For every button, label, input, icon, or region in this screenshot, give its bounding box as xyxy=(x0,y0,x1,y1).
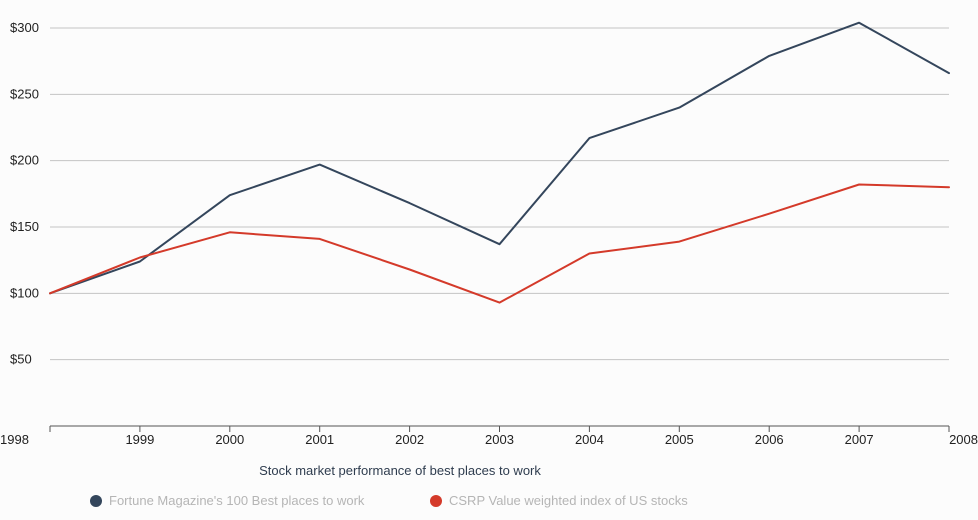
data-point-fortune-2006[interactable] xyxy=(766,53,772,59)
data-point-csrp-2002[interactable] xyxy=(407,266,413,272)
legend-marker-fortune xyxy=(90,495,102,507)
x-tick-label: 2004 xyxy=(575,432,604,447)
legend-marker-csrp xyxy=(430,495,442,507)
data-point-csrp-1998[interactable] xyxy=(47,290,53,296)
data-point-csrp-2003[interactable] xyxy=(497,300,503,306)
data-point-csrp-2005[interactable] xyxy=(676,239,682,245)
data-point-fortune-2004[interactable] xyxy=(586,135,592,141)
data-point-csrp-2004[interactable] xyxy=(586,251,592,257)
series-line-fortune[interactable] xyxy=(49,21,950,295)
y-tick-label: $250 xyxy=(10,86,39,101)
x-tick-label: 2005 xyxy=(665,432,694,447)
data-point-csrp-1999[interactable] xyxy=(137,255,143,261)
data-point-csrp-2007[interactable] xyxy=(856,182,862,188)
legend-item-fortune[interactable]: Fortune Magazine's 100 Best places to wo… xyxy=(90,493,365,508)
series-lines xyxy=(47,20,952,306)
legend-item-csrp[interactable]: CSRP Value weighted index of US stocks xyxy=(430,493,688,508)
data-point-fortune-2003[interactable] xyxy=(497,241,503,247)
axes: $50 $100 $150 $200 $250 $300 1998 1999 2000 2001 2… xyxy=(0,20,978,447)
legend-label-csrp: CSRP Value weighted index of US stocks xyxy=(449,493,688,508)
legend-label-fortune: Fortune Magazine's 100 Best places to wo… xyxy=(109,493,365,508)
data-point-fortune-2000[interactable] xyxy=(227,192,233,198)
data-point-csrp-2001[interactable] xyxy=(317,236,323,242)
y-tick-label: $300 xyxy=(10,20,39,35)
x-tick-label: 2006 xyxy=(755,432,784,447)
data-point-fortune-2001[interactable] xyxy=(317,162,323,168)
series-line-csrp[interactable] xyxy=(49,183,950,304)
x-tick-label: 1999 xyxy=(125,432,154,447)
x-tick-label: 2008 xyxy=(949,432,978,447)
chart-title: Stock market performance of best places … xyxy=(259,463,541,478)
y-tick-label: $50 xyxy=(10,352,32,367)
data-point-fortune-2008[interactable] xyxy=(946,70,952,76)
y-tick-label: $100 xyxy=(10,285,39,300)
y-tick-label: $200 xyxy=(10,153,39,168)
grid-lines xyxy=(50,27,949,361)
data-point-fortune-2002[interactable] xyxy=(407,200,413,206)
data-point-csrp-2006[interactable] xyxy=(766,211,772,217)
data-point-csrp-2000[interactable] xyxy=(227,229,233,235)
x-tick-label: 2001 xyxy=(305,432,334,447)
y-tick-label: $150 xyxy=(10,219,39,234)
data-point-fortune-2007[interactable] xyxy=(856,20,862,26)
data-point-csrp-2008[interactable] xyxy=(946,184,952,190)
x-tick-label: 2002 xyxy=(395,432,424,447)
legend: Fortune Magazine's 100 Best places to wo… xyxy=(90,493,688,508)
x-tick-label: 2003 xyxy=(485,432,514,447)
data-point-fortune-2005[interactable] xyxy=(676,105,682,111)
x-tick-label: 1998 xyxy=(0,432,29,447)
x-tick-label: 2000 xyxy=(215,432,244,447)
x-tick-label: 2007 xyxy=(845,432,874,447)
